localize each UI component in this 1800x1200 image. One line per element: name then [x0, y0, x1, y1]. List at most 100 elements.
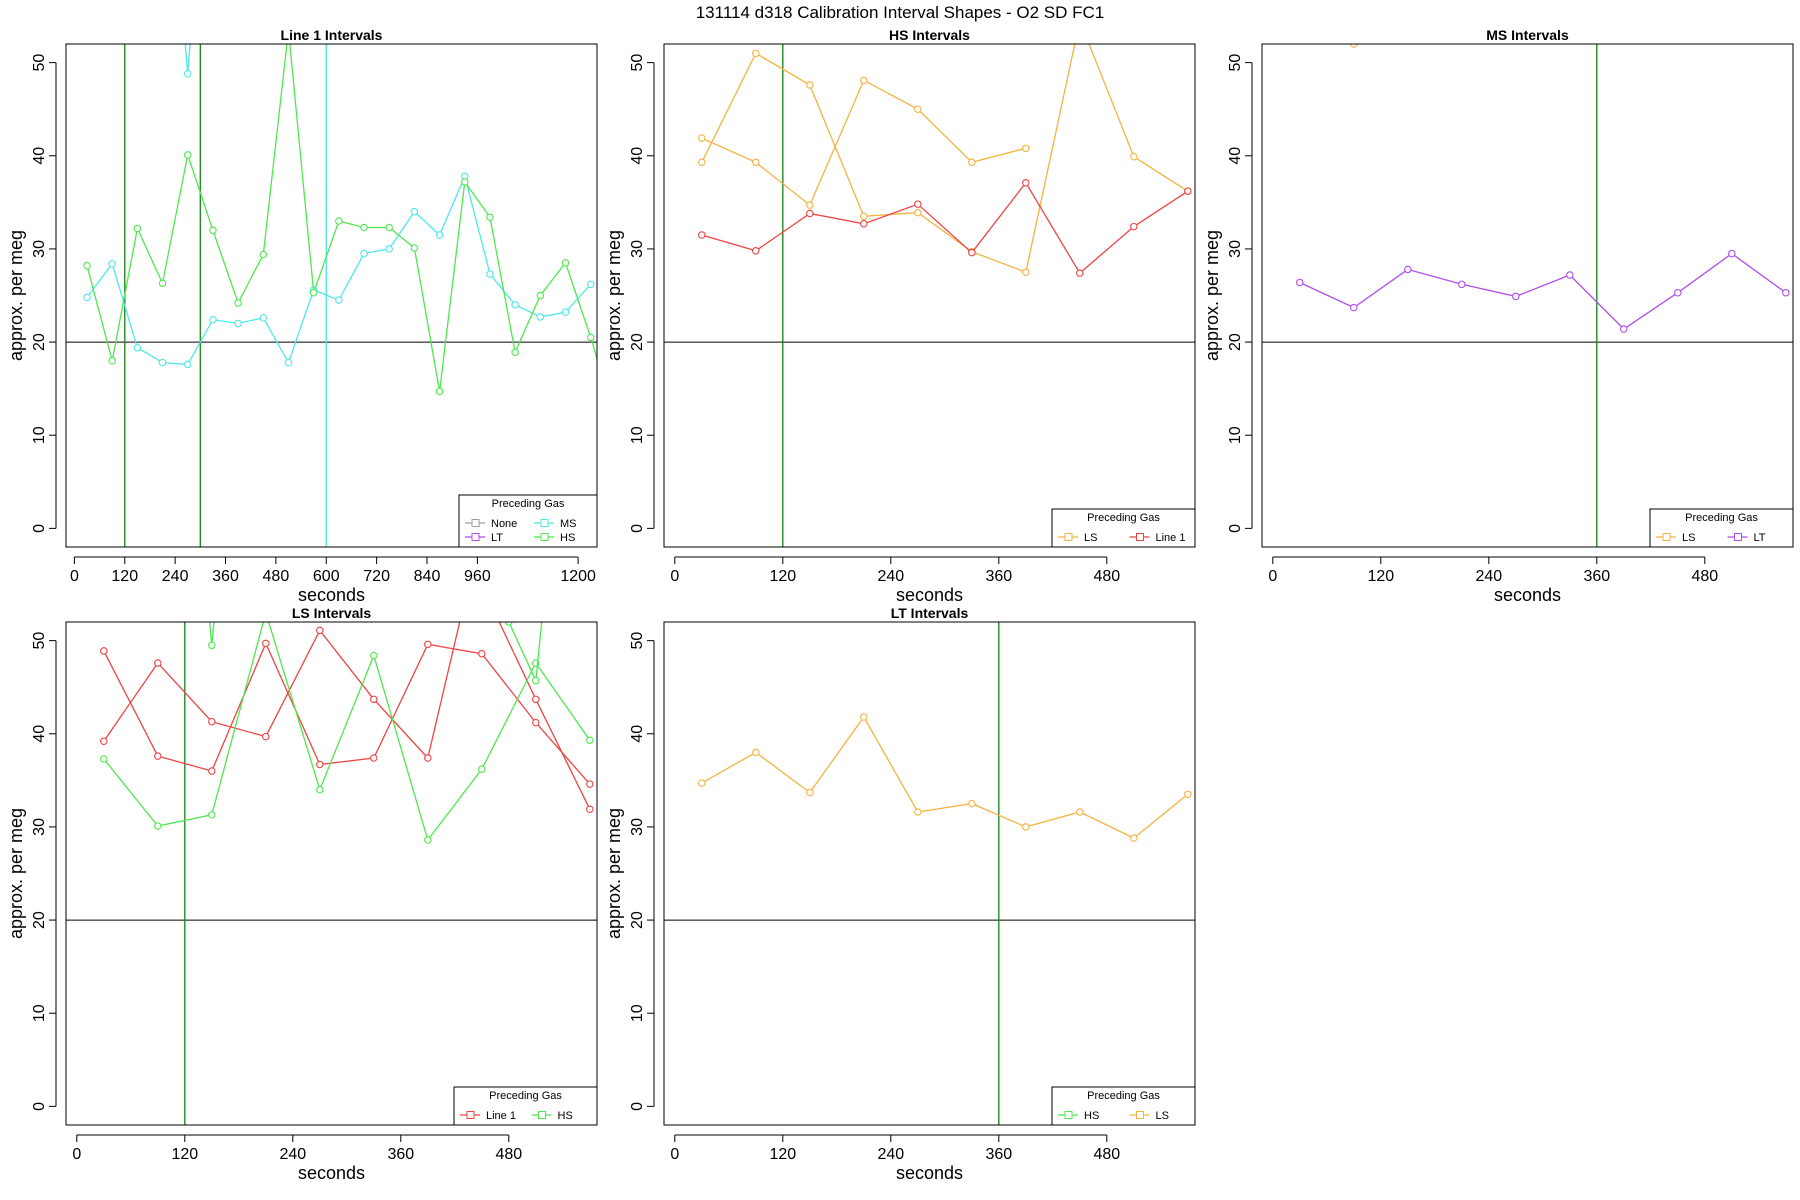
- series-line-lt: [1299, 252, 1787, 330]
- data-point: [424, 754, 432, 762]
- plot-frame: [663, 43, 1196, 548]
- y-tick-label: 20: [31, 911, 48, 929]
- data-point: [360, 249, 368, 258]
- legend-box: [453, 1086, 598, 1126]
- series-line-ms: [184, 44, 191, 74]
- data-point: [511, 301, 519, 309]
- data-point: [698, 158, 706, 167]
- x-tick-label: 0: [70, 568, 79, 585]
- data-point: [806, 788, 814, 797]
- data-point: [108, 260, 116, 268]
- data-point: [752, 748, 760, 757]
- y-axis-label: approx. per meg: [604, 230, 624, 361]
- data-point: [435, 231, 444, 239]
- x-tick-label: 1200: [560, 568, 596, 585]
- y-tick-label: 0: [31, 524, 48, 533]
- data-point: [968, 158, 976, 167]
- data-point: [1076, 269, 1084, 277]
- data-point: [1184, 187, 1192, 195]
- y-axis-label: approx. per meg: [604, 808, 624, 939]
- y-tick-label: 20: [629, 333, 646, 351]
- data-point: [478, 765, 486, 773]
- data-point: [234, 319, 242, 328]
- data-point: [806, 209, 814, 218]
- legend: Preceding Gas LS LT: [1649, 508, 1794, 548]
- data-point: [1674, 288, 1682, 297]
- data-point: [133, 343, 142, 352]
- chart-title: MS Intervals: [1486, 27, 1569, 43]
- data-point: [1022, 179, 1030, 187]
- x-tick-label: 360: [387, 1146, 414, 1163]
- legend-swatch-marker: [1064, 1111, 1073, 1119]
- series-line-hs: [508, 622, 543, 684]
- x-tick-label: 240: [162, 568, 189, 585]
- y-axis-label: approx. per meg: [6, 230, 26, 361]
- data-point: [262, 732, 270, 741]
- data-point: [108, 356, 116, 365]
- chart-title: HS Intervals: [889, 27, 970, 43]
- chart-title: LS Intervals: [292, 605, 372, 621]
- data-point: [1130, 152, 1138, 161]
- y-tick-label: 0: [31, 1102, 48, 1111]
- legend: Preceding Gas None MS LT HS: [458, 494, 598, 548]
- data-point: [435, 387, 444, 396]
- x-tick-label: 0: [670, 568, 679, 585]
- series-line-ms: [86, 174, 592, 366]
- chart-panel-5: LT Intervals 0 120 240 360 480 seconds 0 10 20 30 4…: [604, 605, 1196, 1183]
- data-point: [968, 799, 976, 808]
- data-point: [83, 293, 91, 302]
- plot-area: [664, 44, 1195, 547]
- data-point: [1184, 790, 1192, 799]
- legend-title: Preceding Gas: [489, 1090, 562, 1102]
- y-tick-label: 10: [629, 1004, 646, 1022]
- x-tick-label: 120: [171, 1146, 198, 1163]
- legend-entry-label: Line 1: [486, 1110, 516, 1122]
- legend: Preceding Gas HS LS: [1051, 1086, 1196, 1126]
- data-point: [488, 591, 494, 597]
- data-point: [360, 223, 368, 232]
- data-point: [410, 244, 419, 252]
- data-point: [600, 376, 606, 382]
- y-tick-label: 30: [1227, 240, 1244, 258]
- y-tick-label: 10: [31, 426, 48, 444]
- data-point: [536, 291, 545, 300]
- y-tick-label: 50: [1227, 54, 1244, 72]
- data-point: [316, 760, 324, 769]
- data-point: [309, 288, 318, 297]
- y-axis-label: approx. per meg: [1202, 230, 1222, 361]
- data-point: [586, 805, 594, 813]
- x-tick-label: 960: [464, 568, 491, 585]
- y-tick-label: 40: [1227, 147, 1244, 165]
- data-point: [370, 651, 378, 660]
- chart-panel-2: HS Intervals 0 120 240 360 480 seconds 0 10 20 30 4…: [604, 27, 1196, 605]
- plot-frame: [65, 43, 598, 548]
- data-point: [259, 250, 268, 259]
- data-point: [1022, 823, 1030, 831]
- series-line-line-1: [103, 641, 591, 785]
- plot-frame: [663, 621, 1196, 1126]
- legend-swatch-marker: [1136, 1111, 1144, 1119]
- data-point: [335, 296, 343, 304]
- data-point: [158, 279, 167, 288]
- chart-title: Line 1 Intervals: [281, 27, 383, 43]
- data-point: [1076, 808, 1084, 816]
- x-tick-label: 480: [1093, 568, 1120, 585]
- y-tick-label: 50: [629, 632, 646, 650]
- x-axis-label: seconds: [896, 585, 963, 605]
- data-point: [532, 676, 540, 685]
- x-tick-label: 600: [313, 568, 340, 585]
- legend: Preceding Gas Line 1 HS: [453, 1086, 598, 1126]
- legend-entry-label: LS: [1084, 532, 1097, 544]
- data-point: [561, 308, 570, 317]
- data-point: [860, 76, 868, 85]
- legend-title: Preceding Gas: [1685, 512, 1758, 524]
- legend-entry-label: HS: [560, 532, 575, 544]
- data-point: [1350, 44, 1358, 48]
- data-point: [316, 626, 324, 635]
- legend-swatch-marker: [1064, 533, 1073, 541]
- legend-swatch-marker: [1662, 533, 1671, 541]
- legend-box: [1649, 508, 1794, 548]
- legend-entry-label: Line 1: [1156, 532, 1186, 544]
- data-point: [183, 151, 192, 159]
- legend-swatch-marker: [471, 519, 480, 527]
